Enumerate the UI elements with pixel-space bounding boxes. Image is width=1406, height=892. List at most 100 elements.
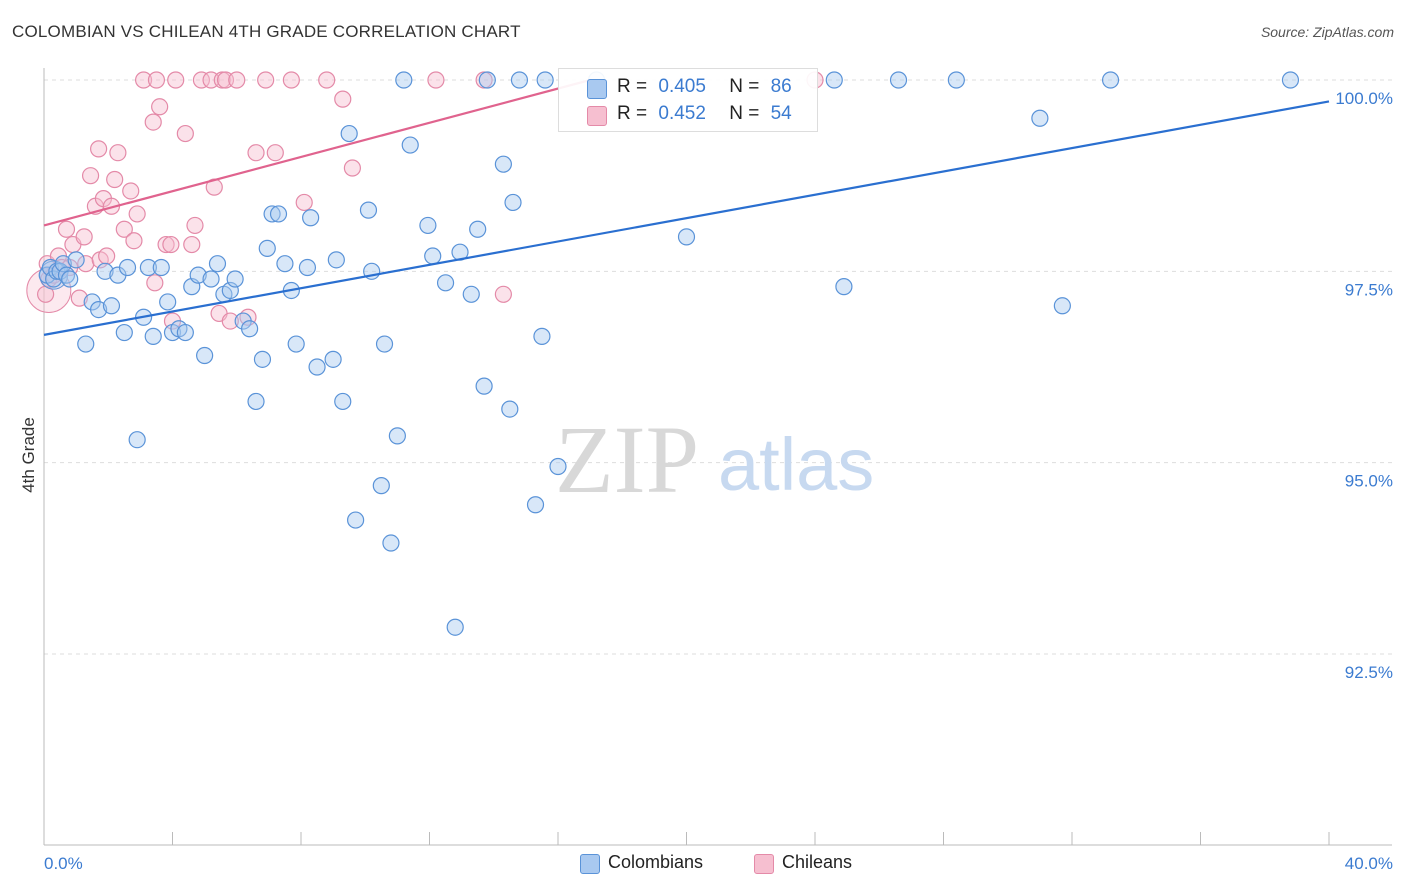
- chileans-point: [90, 140, 108, 158]
- colombians-point: [226, 270, 244, 288]
- chileans-point: [494, 285, 512, 303]
- colombians-point: [478, 71, 496, 89]
- colombians-point: [334, 392, 352, 411]
- colombians-point: [308, 358, 326, 376]
- chileans-point: [167, 71, 185, 89]
- colombians-point: [419, 216, 437, 235]
- chart-title: COLOMBIAN VS CHILEAN 4TH GRADE CORRELATI…: [12, 22, 521, 41]
- chileans-point: [98, 247, 116, 265]
- colombians-point: [90, 301, 108, 319]
- watermark-atlas: atlas: [718, 423, 874, 506]
- watermark-zip: ZIP: [555, 406, 699, 513]
- colombians-point: [302, 209, 320, 227]
- grid-lines: [44, 79, 1392, 655]
- chileans-point: [318, 71, 336, 89]
- chileans-point: [162, 235, 180, 254]
- colombians-point: [424, 247, 442, 265]
- colombians-swatch: [587, 79, 607, 99]
- chileans-point: [147, 71, 166, 89]
- y-tick-label: 92.5%: [1345, 663, 1393, 682]
- axis-labels: 92.5% 95.0% 97.5% 100.0% 0.0% 40.0% 4th Grade: [19, 89, 1393, 873]
- chileans-point: [115, 220, 133, 238]
- colombians-point: [196, 346, 214, 365]
- colombians-point: [382, 534, 400, 552]
- colombians-point: [253, 350, 272, 368]
- colombians-point: [835, 278, 853, 296]
- chileans-point: [57, 220, 76, 238]
- legend-n-label: N =: [729, 76, 760, 97]
- chileans-point: [144, 113, 162, 131]
- x-tick-label: 0.0%: [44, 854, 83, 873]
- chileans-point: [427, 71, 445, 89]
- chileans-swatch: [587, 106, 607, 126]
- colombians-point: [144, 327, 162, 345]
- colombians-point: [475, 377, 493, 395]
- colombians-point: [324, 350, 342, 368]
- colombians-point: [61, 270, 79, 288]
- colombians-point: [401, 136, 419, 154]
- colombians-point: [372, 477, 390, 495]
- y-tick-label: 100.0%: [1335, 89, 1393, 108]
- chileans-trend-line: [43, 78, 591, 227]
- legend-r-value: 0.452: [658, 103, 706, 124]
- legend-n-value: 86: [770, 76, 792, 97]
- colombians-point: [77, 335, 95, 353]
- colombians-legend-label: Colombians: [608, 852, 704, 872]
- legend-r-label: R =: [617, 76, 648, 97]
- chileans-point: [228, 71, 246, 89]
- colombians-point: [1053, 297, 1071, 315]
- chileans-point: [157, 235, 175, 254]
- legend-r-value: 0.405: [658, 76, 706, 97]
- colombians-point: [128, 431, 146, 449]
- y-tick-label: 95.0%: [1345, 472, 1393, 491]
- chileans-point: [282, 71, 300, 89]
- colombians-point: [340, 124, 358, 143]
- colombians-point: [247, 392, 265, 411]
- colombians-point: [263, 205, 281, 223]
- colombians-point: [446, 618, 464, 636]
- colombians-point: [118, 258, 137, 277]
- colombians-point: [115, 323, 133, 342]
- colombians-trend-line: [43, 100, 1330, 336]
- chileans-legend-swatch: [754, 854, 774, 874]
- chileans-point: [183, 235, 201, 254]
- chileans-point: [257, 71, 275, 89]
- colombians-point: [159, 293, 177, 311]
- y-tick-label: 97.5%: [1345, 280, 1393, 299]
- colombians-point: [67, 251, 85, 269]
- chileans-point: [151, 98, 169, 116]
- x-tick-label: 40.0%: [1345, 854, 1393, 873]
- chileans-point: [134, 71, 153, 89]
- chileans-point: [192, 71, 211, 89]
- colombians-point: [202, 270, 220, 288]
- colombians-point: [677, 228, 696, 246]
- chileans-point: [221, 312, 239, 330]
- source-credit: Source: ZipAtlas.com: [1260, 24, 1394, 40]
- colombians-point: [501, 400, 519, 418]
- chileans-point: [106, 170, 124, 189]
- colombians-point: [269, 205, 288, 223]
- chileans-point: [247, 144, 265, 162]
- colombians-point: [359, 201, 378, 219]
- colombians-point: [276, 255, 294, 273]
- colombians-point: [825, 71, 843, 89]
- colombians-point: [526, 496, 545, 514]
- colombians-point: [388, 427, 406, 445]
- colombians-point: [395, 71, 413, 89]
- watermark: ZIP atlas: [555, 406, 874, 513]
- legend-r-label: R =: [617, 103, 648, 124]
- colombians-point: [298, 258, 317, 277]
- colombians-point: [96, 262, 114, 280]
- trend-lines: [43, 78, 1330, 336]
- colombians-point: [889, 71, 908, 89]
- colombians-point: [287, 335, 305, 353]
- colombians-point: [469, 220, 487, 238]
- colombians-points: [38, 71, 1300, 636]
- colombians-point: [462, 285, 480, 303]
- colombians-legend-swatch: [580, 854, 600, 874]
- chileans-point: [70, 289, 88, 307]
- chileans-point: [122, 182, 140, 200]
- colombians-point: [176, 323, 194, 342]
- chileans-point: [125, 232, 143, 250]
